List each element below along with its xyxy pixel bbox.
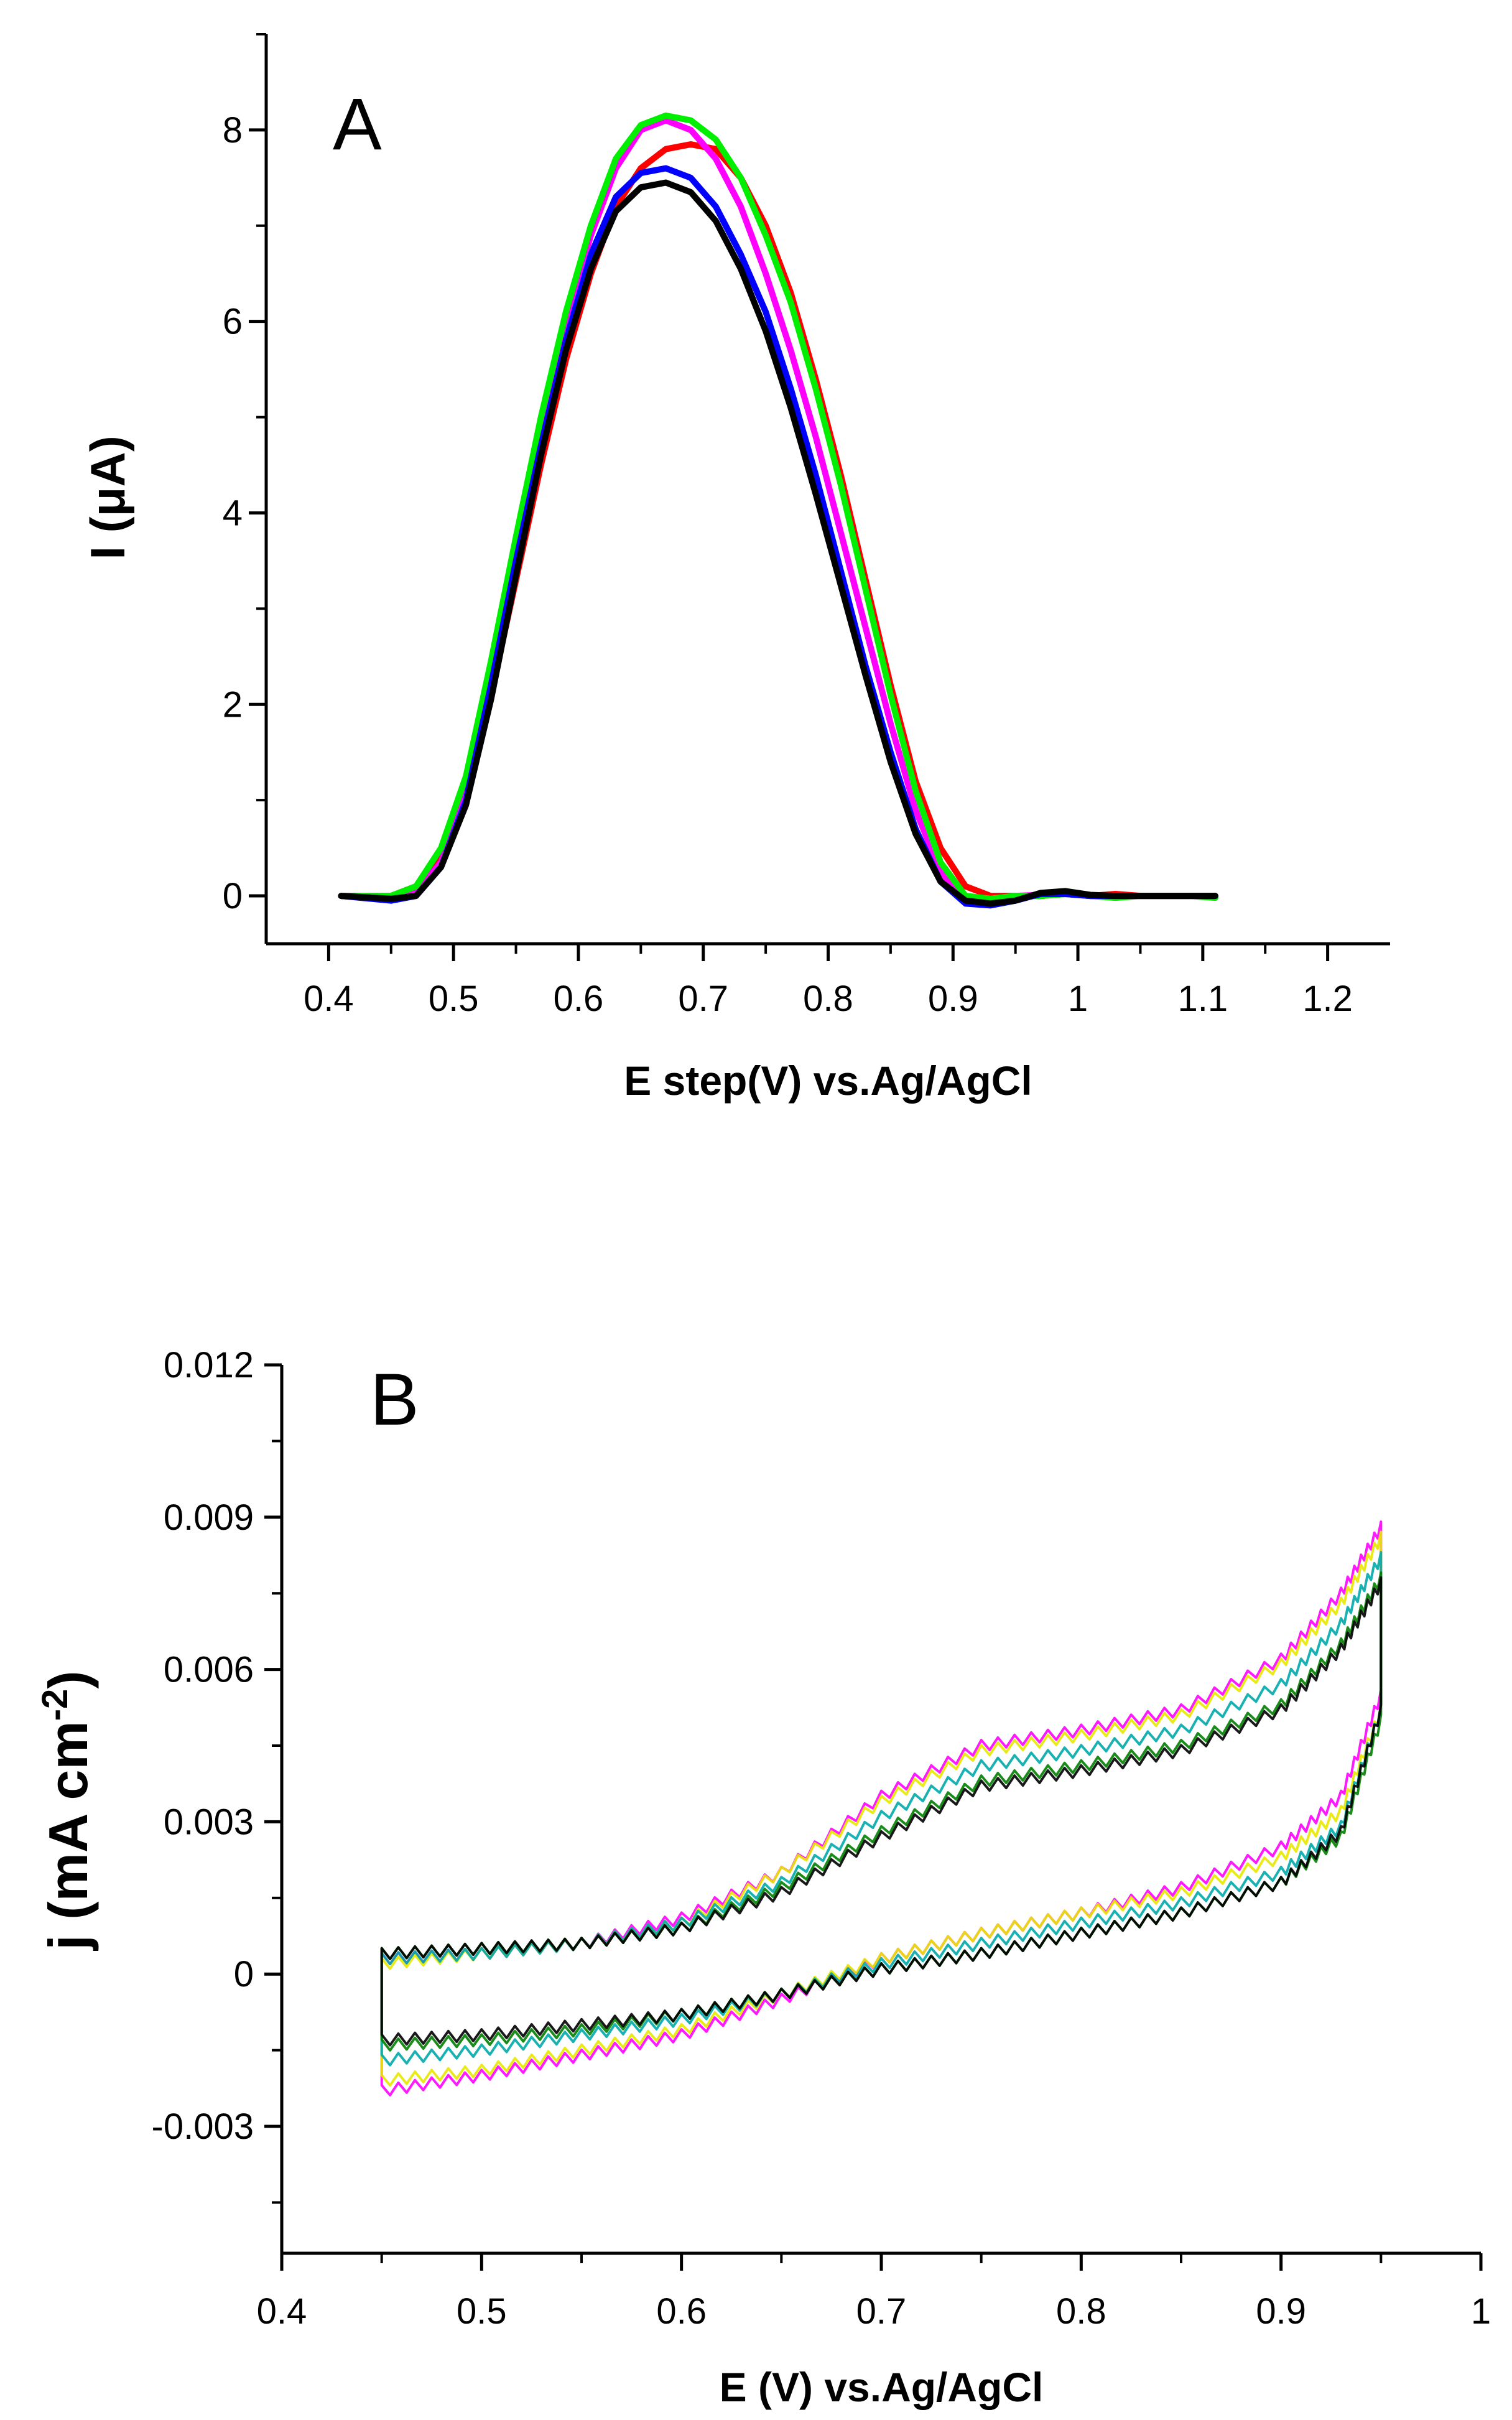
y-axis-title: j (mA cm-2) xyxy=(35,1670,99,1951)
y-tick-label: 0 xyxy=(234,1954,254,1994)
x-tick-label: 0.5 xyxy=(429,979,479,1019)
panel-b-chart: 0.4 0.5 0.6 0.7 0.8 0.9 1 -0.003 0 0.003 0.006 0.00… xyxy=(35,1345,1491,2410)
series-magenta-loop xyxy=(380,1520,1383,2097)
x-tick-label: 1.1 xyxy=(1178,979,1228,1019)
y-axis-title-superscript: -2 xyxy=(35,1689,75,1721)
y-axis-title-close: ) xyxy=(37,1670,99,1688)
x-tick-label: 1 xyxy=(1471,2291,1491,2332)
series-cyan-loop xyxy=(380,1551,1383,2067)
x-tick-label: 0.9 xyxy=(1256,2291,1306,2332)
y-axis-title: I (μA) xyxy=(80,435,135,559)
y-axis-title-main: j (mA cm xyxy=(37,1721,99,1951)
series-black-line xyxy=(338,179,1218,907)
y-axis-title-main: I (μA) xyxy=(80,435,135,559)
panel-a-chart: 0.4 0.5 0.6 0.7 0.8 0.9 1 1.1 1.2 0 2 4 6 8 E step(V) … xyxy=(80,33,1390,1104)
series-black-loop xyxy=(380,1576,1383,2047)
x-tick-label: 1 xyxy=(1068,979,1088,1019)
x-tick-label: 0.6 xyxy=(656,2291,707,2332)
x-tick-label: 0.9 xyxy=(928,979,978,1019)
y-tick-label: 0.003 xyxy=(164,1802,254,1842)
x-axis-title: E step(V) vs.Ag/AgCl xyxy=(624,1058,1032,1104)
panel-letter: A xyxy=(333,83,382,165)
x-tick-label: 0.4 xyxy=(304,979,354,1019)
y-tick-label: 4 xyxy=(223,493,243,533)
panel-letter: B xyxy=(370,1359,419,1441)
x-tick-label: 0.7 xyxy=(856,2291,907,2332)
series-group xyxy=(338,112,1218,909)
x-tick-label: 0.4 xyxy=(257,2291,307,2332)
y-tick-label: 8 xyxy=(223,110,243,151)
y-tick-label: 0.006 xyxy=(164,1650,254,1690)
series-blue-line xyxy=(338,165,1218,909)
series-group xyxy=(380,1520,1383,2097)
x-axis-title: E (V) vs.Ag/AgCl xyxy=(720,2364,1044,2410)
y-tick-label: 0.012 xyxy=(164,1345,254,1385)
series-yellow-loop xyxy=(380,1530,1383,2087)
x-tick-label: 0.6 xyxy=(554,979,604,1019)
x-tick-label: 0.5 xyxy=(457,2291,507,2332)
axes-group: 0.4 0.5 0.6 0.7 0.8 0.9 1 1.1 1.2 0 2 4 6 8 xyxy=(223,33,1390,1019)
y-tick-label: 2 xyxy=(223,684,243,725)
x-tick-label: 0.7 xyxy=(678,979,728,1019)
y-tick-label: 0 xyxy=(223,876,243,916)
axes-group: 0.4 0.5 0.6 0.7 0.8 0.9 1 -0.003 0 0.003 0.006 0.00… xyxy=(152,1345,1491,2332)
y-tick-label: -0.003 xyxy=(152,2106,254,2147)
y-tick-label: 6 xyxy=(223,302,243,342)
y-tick-label: 0.009 xyxy=(164,1497,254,1538)
x-tick-label: 1.2 xyxy=(1302,979,1353,1019)
x-tick-label: 0.8 xyxy=(803,979,853,1019)
x-tick-label: 0.8 xyxy=(1056,2291,1106,2332)
